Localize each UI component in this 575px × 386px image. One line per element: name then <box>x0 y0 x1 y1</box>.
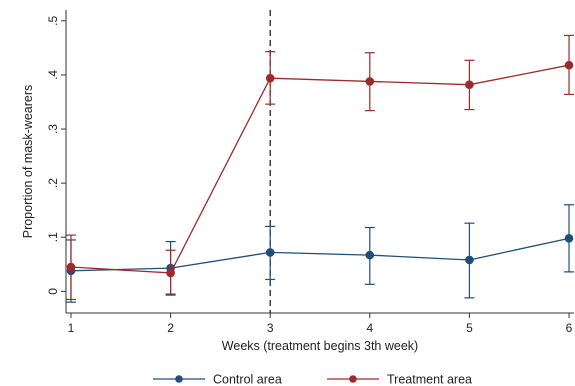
x-tick-label: 5 <box>466 321 473 335</box>
treatment-area-point <box>365 77 375 86</box>
legend-label-control-area: Control area <box>213 373 282 386</box>
y-tick-label: 0 <box>46 288 60 295</box>
legend: Control area Treatment area <box>153 373 472 386</box>
legend-marker-treatment-area <box>349 375 357 383</box>
control-area-point <box>365 250 375 260</box>
y-tick-label: .1 <box>46 232 60 242</box>
y-axis-title: Proportion of mask-wearers <box>21 85 35 239</box>
y-tick-label: .4 <box>46 70 60 80</box>
control-area-point <box>465 255 474 265</box>
y-tick-label: .3 <box>46 124 60 134</box>
y-tick-label: .5 <box>46 15 60 25</box>
control-area-point <box>265 248 275 257</box>
treatment-area-line <box>70 64 570 274</box>
y-tick-label: .2 <box>46 178 60 188</box>
treatment-area-point <box>265 73 275 83</box>
treatment-area-point <box>66 262 76 272</box>
legend-marker-control-area <box>175 375 183 383</box>
x-tick-label: 1 <box>68 321 75 335</box>
treatment-area-point <box>166 268 175 278</box>
legend-label-treatment-area: Treatment area <box>387 373 472 386</box>
x-axis-title: Weeks (treatment begins 3th week) <box>222 339 418 353</box>
plot-area <box>65 10 575 313</box>
x-tick-label: 2 <box>167 321 174 335</box>
control-area-line <box>70 237 570 272</box>
x-tick-label: 6 <box>566 321 573 335</box>
treatment-area-point <box>564 60 574 70</box>
x-tick-label: 3 <box>267 321 274 335</box>
control-area-point <box>564 234 574 243</box>
treatment-area-point <box>465 80 474 89</box>
axes: 0 .1 .2 .3 .4 .5 1 2 3 4 5 6 <box>46 10 574 335</box>
x-tick-label: 4 <box>366 321 373 335</box>
